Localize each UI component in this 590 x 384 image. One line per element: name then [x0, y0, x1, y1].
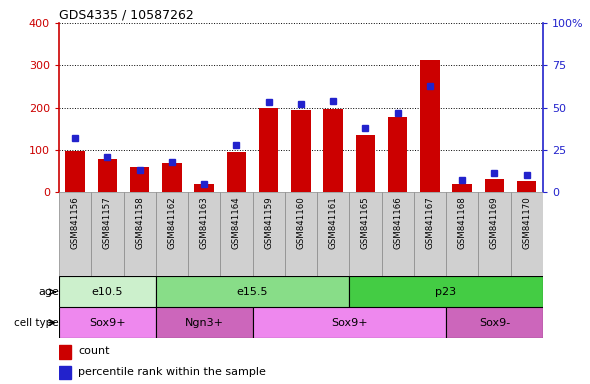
Bar: [59, 192, 91, 276]
Text: GSM841160: GSM841160: [296, 196, 306, 249]
Text: GSM841161: GSM841161: [329, 196, 337, 249]
Text: GSM841170: GSM841170: [522, 196, 531, 249]
Bar: [59, 345, 71, 359]
Bar: [130, 167, 149, 192]
Text: p23: p23: [435, 287, 457, 297]
Bar: [510, 192, 543, 276]
Bar: [356, 135, 375, 192]
Bar: [478, 192, 510, 276]
Bar: [517, 182, 536, 192]
Bar: [195, 184, 214, 192]
Text: GSM841164: GSM841164: [232, 196, 241, 249]
Bar: [188, 192, 220, 276]
Bar: [446, 307, 543, 338]
Bar: [349, 276, 543, 307]
Text: GSM841159: GSM841159: [264, 196, 273, 249]
Bar: [253, 192, 285, 276]
Text: GSM841166: GSM841166: [393, 196, 402, 249]
Text: cell type: cell type: [14, 318, 59, 328]
Text: GSM841165: GSM841165: [361, 196, 370, 249]
Bar: [59, 307, 156, 338]
Text: Sox9+: Sox9+: [331, 318, 368, 328]
Bar: [420, 60, 440, 192]
Text: age: age: [38, 287, 59, 297]
Bar: [414, 192, 446, 276]
Bar: [349, 192, 382, 276]
Bar: [59, 366, 71, 379]
Bar: [259, 108, 278, 192]
Text: GSM841167: GSM841167: [425, 196, 434, 249]
Bar: [453, 184, 472, 192]
Text: GSM841162: GSM841162: [168, 196, 176, 249]
Bar: [446, 192, 478, 276]
Bar: [65, 151, 85, 192]
Text: GSM841168: GSM841168: [458, 196, 467, 249]
Text: GSM841169: GSM841169: [490, 196, 499, 249]
Bar: [323, 109, 343, 192]
Text: GSM841158: GSM841158: [135, 196, 144, 249]
Text: Sox9+: Sox9+: [89, 318, 126, 328]
Text: percentile rank within the sample: percentile rank within the sample: [78, 367, 266, 377]
Text: GSM841157: GSM841157: [103, 196, 112, 249]
Bar: [156, 192, 188, 276]
Text: e15.5: e15.5: [237, 287, 268, 297]
Bar: [98, 159, 117, 192]
Bar: [123, 192, 156, 276]
Text: count: count: [78, 346, 110, 356]
Bar: [285, 192, 317, 276]
Text: Sox9-: Sox9-: [479, 318, 510, 328]
Bar: [317, 192, 349, 276]
Bar: [253, 307, 446, 338]
Bar: [59, 276, 156, 307]
Bar: [382, 192, 414, 276]
Bar: [156, 307, 253, 338]
Text: GDS4335 / 10587262: GDS4335 / 10587262: [59, 9, 194, 22]
Bar: [388, 117, 407, 192]
Bar: [220, 192, 253, 276]
Text: Ngn3+: Ngn3+: [185, 318, 224, 328]
Bar: [485, 179, 504, 192]
Text: e10.5: e10.5: [91, 287, 123, 297]
Text: GSM841163: GSM841163: [199, 196, 209, 249]
Bar: [227, 152, 246, 192]
Bar: [91, 192, 123, 276]
Bar: [162, 163, 182, 192]
Bar: [291, 111, 310, 192]
Bar: [156, 276, 349, 307]
Text: GSM841156: GSM841156: [71, 196, 80, 249]
